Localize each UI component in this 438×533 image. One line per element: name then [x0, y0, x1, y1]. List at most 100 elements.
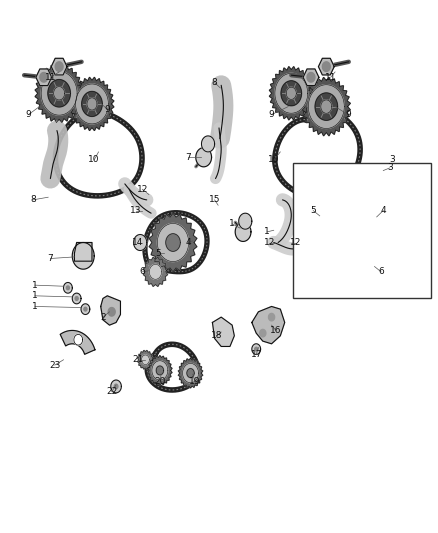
- Text: 9: 9: [268, 110, 275, 119]
- Polygon shape: [322, 62, 330, 71]
- Polygon shape: [134, 235, 147, 251]
- Polygon shape: [318, 224, 339, 251]
- Text: 11: 11: [45, 73, 56, 82]
- Polygon shape: [302, 77, 350, 136]
- Text: 7: 7: [185, 153, 191, 161]
- Text: 6: 6: [139, 268, 145, 276]
- Text: 8: 8: [212, 78, 218, 87]
- Polygon shape: [156, 366, 163, 375]
- Polygon shape: [318, 58, 334, 75]
- Polygon shape: [144, 257, 167, 286]
- Text: 22: 22: [106, 387, 117, 396]
- Polygon shape: [275, 74, 307, 113]
- Polygon shape: [361, 262, 371, 273]
- Polygon shape: [53, 86, 65, 100]
- Text: 16: 16: [270, 326, 282, 335]
- Text: 23: 23: [49, 361, 60, 369]
- Polygon shape: [252, 344, 261, 354]
- Text: 1: 1: [32, 302, 38, 311]
- Polygon shape: [55, 62, 63, 71]
- Text: 1: 1: [229, 220, 235, 228]
- Polygon shape: [141, 355, 149, 365]
- Polygon shape: [315, 93, 338, 120]
- Text: 8: 8: [30, 196, 36, 204]
- Polygon shape: [187, 369, 194, 377]
- Polygon shape: [178, 358, 203, 388]
- Polygon shape: [196, 148, 212, 167]
- Polygon shape: [268, 313, 275, 321]
- Polygon shape: [82, 92, 102, 116]
- Polygon shape: [307, 72, 315, 82]
- Polygon shape: [72, 293, 81, 304]
- Text: 14: 14: [132, 238, 144, 247]
- Polygon shape: [64, 282, 72, 293]
- Polygon shape: [87, 98, 97, 110]
- Polygon shape: [101, 296, 120, 325]
- Polygon shape: [70, 77, 114, 131]
- Polygon shape: [157, 223, 189, 262]
- Polygon shape: [183, 364, 198, 383]
- Polygon shape: [40, 72, 48, 82]
- Text: 2: 2: [100, 313, 106, 321]
- Text: 17: 17: [251, 350, 262, 359]
- Polygon shape: [149, 264, 162, 279]
- Polygon shape: [281, 81, 301, 106]
- Text: 9: 9: [25, 110, 32, 119]
- Polygon shape: [60, 330, 95, 354]
- Polygon shape: [152, 361, 168, 380]
- Text: 3: 3: [387, 164, 393, 172]
- Text: 1: 1: [264, 228, 270, 236]
- Polygon shape: [321, 100, 332, 114]
- Polygon shape: [364, 230, 376, 245]
- Polygon shape: [357, 221, 384, 254]
- Polygon shape: [75, 297, 78, 300]
- Text: 4: 4: [381, 206, 386, 215]
- Polygon shape: [239, 213, 252, 229]
- Text: 9: 9: [345, 110, 351, 119]
- Text: 18: 18: [211, 332, 223, 340]
- Polygon shape: [72, 243, 94, 269]
- Polygon shape: [84, 308, 87, 311]
- Text: 15: 15: [209, 196, 220, 204]
- Polygon shape: [81, 304, 90, 314]
- Text: 12: 12: [290, 238, 301, 247]
- Text: 19: 19: [189, 377, 201, 385]
- Text: 5: 5: [155, 249, 161, 257]
- Polygon shape: [74, 243, 92, 261]
- Polygon shape: [41, 71, 77, 115]
- Bar: [293, 163, 431, 298]
- Text: 7: 7: [47, 254, 53, 263]
- Text: 3: 3: [389, 156, 395, 164]
- Text: 12: 12: [264, 238, 275, 247]
- Polygon shape: [212, 317, 234, 346]
- Polygon shape: [252, 306, 285, 344]
- Polygon shape: [323, 231, 334, 244]
- Polygon shape: [166, 234, 180, 251]
- Text: 1: 1: [32, 292, 38, 300]
- Text: 6: 6: [378, 268, 384, 276]
- Polygon shape: [308, 85, 344, 128]
- Text: 10: 10: [268, 156, 279, 164]
- Polygon shape: [36, 69, 52, 86]
- Text: 13: 13: [130, 206, 141, 215]
- Polygon shape: [76, 84, 108, 124]
- Text: 9: 9: [104, 105, 110, 114]
- Polygon shape: [286, 87, 296, 99]
- Polygon shape: [255, 348, 258, 351]
- Text: 12: 12: [137, 185, 148, 193]
- Polygon shape: [149, 213, 197, 272]
- Polygon shape: [260, 329, 266, 337]
- Polygon shape: [303, 69, 319, 86]
- Polygon shape: [138, 350, 153, 369]
- Polygon shape: [35, 64, 83, 123]
- Polygon shape: [148, 356, 172, 385]
- Polygon shape: [111, 380, 121, 393]
- Text: 11: 11: [325, 73, 336, 82]
- Polygon shape: [349, 212, 391, 263]
- Text: 21: 21: [132, 356, 144, 364]
- Polygon shape: [269, 67, 313, 120]
- Polygon shape: [235, 222, 251, 241]
- Text: 5: 5: [310, 206, 316, 215]
- Text: 1: 1: [32, 281, 38, 289]
- Polygon shape: [114, 384, 118, 389]
